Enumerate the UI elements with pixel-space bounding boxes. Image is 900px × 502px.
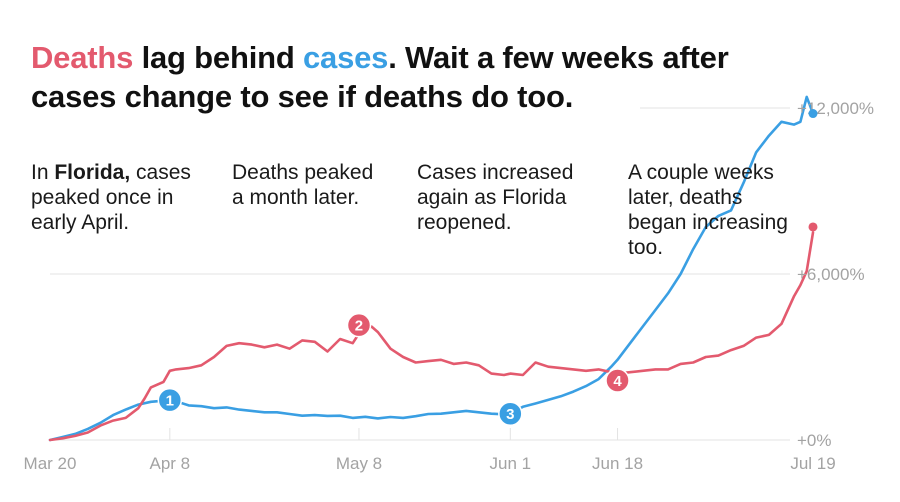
x-ticks xyxy=(169,428,619,440)
annotation-1-post: cases peaked once in early April. xyxy=(31,161,191,234)
x-tick-label: Apr 8 xyxy=(149,454,190,473)
cases-end-point xyxy=(808,109,818,119)
x-tick-label: May 8 xyxy=(336,454,382,473)
marker-2-circle xyxy=(346,312,372,338)
annotation-1-state: Florida, xyxy=(54,161,131,184)
marker-2-label: 2 xyxy=(355,318,363,335)
title-text-1: lag behind xyxy=(133,40,303,75)
series-lines xyxy=(48,95,815,442)
x-tick-label: Jun 18 xyxy=(592,454,643,473)
deaths-end-point xyxy=(808,222,818,232)
y-tick-label: +6,000% xyxy=(797,265,865,284)
gridlines xyxy=(50,107,790,441)
y-tick-label: +12,000% xyxy=(797,99,874,118)
marker-3-circle xyxy=(498,401,523,426)
x-tick-label: Jul 19 xyxy=(790,454,835,473)
marker-4-circle xyxy=(605,368,630,393)
annotation-1: In Florida, cases peaked once in early A… xyxy=(31,160,201,235)
chart-title: Deaths lag behind cases. Wait a few week… xyxy=(31,38,791,116)
title-cases-word: cases xyxy=(303,40,389,75)
marker-1-circle xyxy=(157,387,183,413)
x-tick-label: Jun 1 xyxy=(490,454,532,473)
marker-1-label: 1 xyxy=(166,393,174,410)
marker-3-label: 3 xyxy=(506,406,514,423)
annotation-3: Cases increased again as Florida reopene… xyxy=(417,161,574,234)
annotation-1-pre: In xyxy=(31,161,55,184)
y-tick-label: +0% xyxy=(797,431,832,450)
axis-labels: +0% +6,000% +12,000% Mar 20 Apr 8 May 8 Jun 1 J… xyxy=(24,99,875,473)
title-deaths-word: Deaths xyxy=(31,40,134,75)
marker-4-label: 4 xyxy=(613,373,622,390)
cases-line xyxy=(48,95,815,442)
deaths-line xyxy=(48,231,815,442)
annotation-2: Deaths peaked a month later. xyxy=(232,161,374,209)
x-tick-label: Mar 20 xyxy=(24,454,77,473)
annotation-4: A couple weeks later, deaths began incre… xyxy=(628,161,788,259)
annotation-markers: 1 2 3 4 xyxy=(157,109,818,426)
title-text-2: . Wait a few weeks after cases change to… xyxy=(31,40,729,114)
